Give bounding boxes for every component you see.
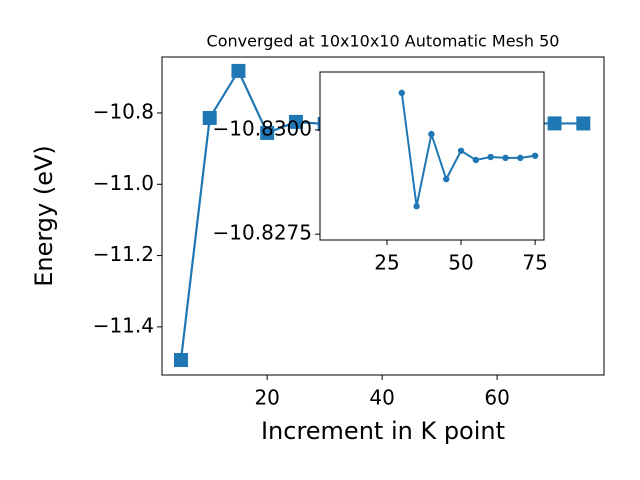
marker — [517, 154, 524, 162]
marker — [428, 130, 435, 138]
x-axis-label: Increment in K point — [261, 417, 505, 445]
x-tick-label: 50 — [448, 251, 473, 275]
x-tick-label: 25 — [374, 251, 399, 275]
chart-title: Converged at 10x10x10 Automatic Mesh 50 — [207, 32, 560, 51]
y-tick-label: −11.0 — [93, 171, 154, 195]
marker — [487, 153, 494, 161]
x-tick-label: 60 — [484, 386, 509, 410]
marker — [413, 203, 420, 210]
data-line — [400, 92, 536, 207]
y-axis-label: Energy (eV) — [30, 145, 58, 287]
marker — [576, 116, 591, 131]
marker — [398, 89, 405, 97]
marker — [443, 175, 450, 183]
marker — [260, 125, 275, 140]
y-tick-label: −10.8 — [93, 99, 154, 123]
y-tick-label: −11.4 — [93, 313, 154, 337]
axes-frame — [161, 56, 605, 376]
x-tick-label: 40 — [369, 386, 394, 410]
marker — [457, 147, 465, 154]
plot-data — [398, 89, 539, 210]
marker — [202, 110, 217, 125]
marker — [502, 154, 509, 162]
marker — [472, 156, 480, 164]
y-tick-label: −11.2 — [93, 242, 154, 266]
y-tick-label: −10.8275 — [213, 221, 312, 245]
y-tick-label: −10.8300 — [213, 116, 312, 140]
marker — [288, 114, 303, 129]
marker — [173, 353, 188, 368]
marker — [231, 63, 246, 78]
plot-area — [320, 72, 544, 240]
axes-frame — [319, 71, 545, 241]
marker — [547, 116, 562, 131]
x-tick-label: 75 — [522, 251, 547, 275]
x-tick-label: 20 — [254, 386, 279, 410]
marker — [531, 152, 539, 159]
